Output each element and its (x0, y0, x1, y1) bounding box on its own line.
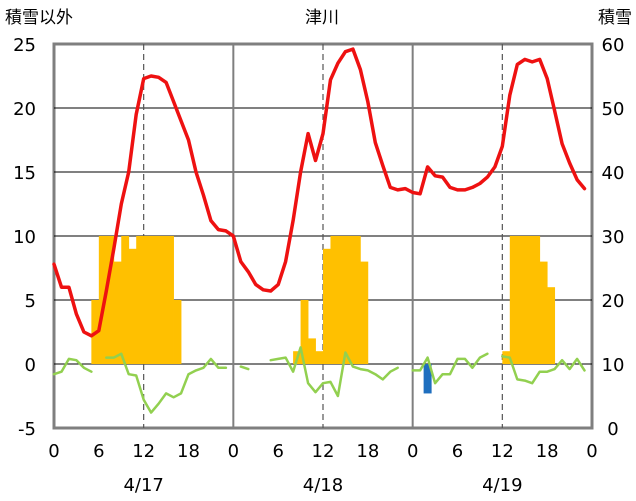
sunshine-bar (300, 300, 309, 364)
right-tick-label: 20 (602, 291, 625, 312)
right-tick-label: 50 (602, 99, 625, 120)
hour-tick-label: 0 (586, 441, 597, 462)
sunshine-bar (315, 351, 324, 364)
sunshine-bar (532, 236, 541, 364)
temperature-series-line (52, 47, 587, 338)
wind-series-line (411, 352, 489, 385)
sunshine-bar (352, 236, 361, 364)
sunshine-bar (173, 300, 182, 364)
sunshine-bar (308, 338, 316, 364)
left-tick-label: 5 (25, 291, 36, 312)
temperature-line (52, 47, 587, 338)
left-axis-label: 積雪以外 (5, 8, 73, 28)
hour-tick-label: 6 (272, 441, 283, 462)
right-axis-label: 積雪 (598, 8, 632, 28)
sunshine-bar (323, 248, 331, 364)
sunshine-bar (547, 287, 556, 364)
hour-tick-label: 18 (536, 441, 559, 462)
sunshine-bar (360, 261, 369, 364)
hour-tick-label: 6 (452, 441, 463, 462)
wind-series-line (52, 357, 93, 376)
chart-title: 津川 (305, 8, 339, 28)
wind-series-line (269, 346, 399, 398)
left-tick-label: 20 (13, 99, 36, 120)
precipitation-bars (423, 364, 432, 394)
sunshine-bar (98, 236, 107, 364)
wind-line (52, 346, 586, 414)
left-tick-label: 0 (25, 355, 36, 376)
sunshine-bar (113, 261, 122, 364)
wind-series-line (105, 352, 228, 414)
sunshine-bar (128, 248, 137, 364)
sunshine-bar (143, 236, 152, 364)
right-tick-label: 0 (607, 419, 618, 440)
hour-tick-label: 0 (407, 441, 418, 462)
sunshine-bar (121, 236, 130, 364)
hour-tick-label: 6 (93, 441, 104, 462)
hour-tick-label: 12 (491, 441, 514, 462)
day-label: 4/18 (303, 475, 343, 496)
precipitation-bar (423, 364, 432, 394)
wind-series-line (501, 355, 586, 385)
sunshine-bar (345, 236, 354, 364)
left-tick-label: 15 (13, 163, 36, 184)
left-tick-label: -5 (18, 419, 36, 440)
sunshine-bar (524, 236, 533, 364)
hour-tick-label: 0 (48, 441, 59, 462)
sunshine-bar (166, 236, 174, 364)
right-tick-label: 30 (602, 227, 625, 248)
sunshine-bar (151, 236, 160, 364)
hour-tick-label: 12 (132, 441, 155, 462)
right-tick-label: 10 (602, 355, 625, 376)
sunshine-bars (91, 236, 556, 364)
day-label: 4/17 (123, 475, 163, 496)
left-tick-label: 10 (13, 227, 36, 248)
hour-tick-label: 12 (312, 441, 335, 462)
sunshine-bar (517, 236, 526, 364)
hour-tick-label: 18 (356, 441, 379, 462)
sunshine-bar (330, 236, 339, 364)
sunshine-bar (337, 236, 346, 364)
sunshine-bar (539, 261, 548, 364)
hour-tick-label: 18 (177, 441, 200, 462)
sunshine-bar (106, 236, 115, 364)
left-tick-label: 25 (13, 35, 36, 56)
sunshine-bar (509, 236, 518, 364)
right-tick-label: 40 (602, 163, 625, 184)
day-label: 4/19 (482, 475, 522, 496)
wind-series-line (239, 365, 250, 371)
right-tick-label: 60 (602, 35, 625, 56)
sunshine-bar (136, 236, 145, 364)
sunshine-bar (158, 236, 167, 364)
hour-tick-label: 0 (228, 441, 239, 462)
grid-lines (54, 44, 592, 428)
